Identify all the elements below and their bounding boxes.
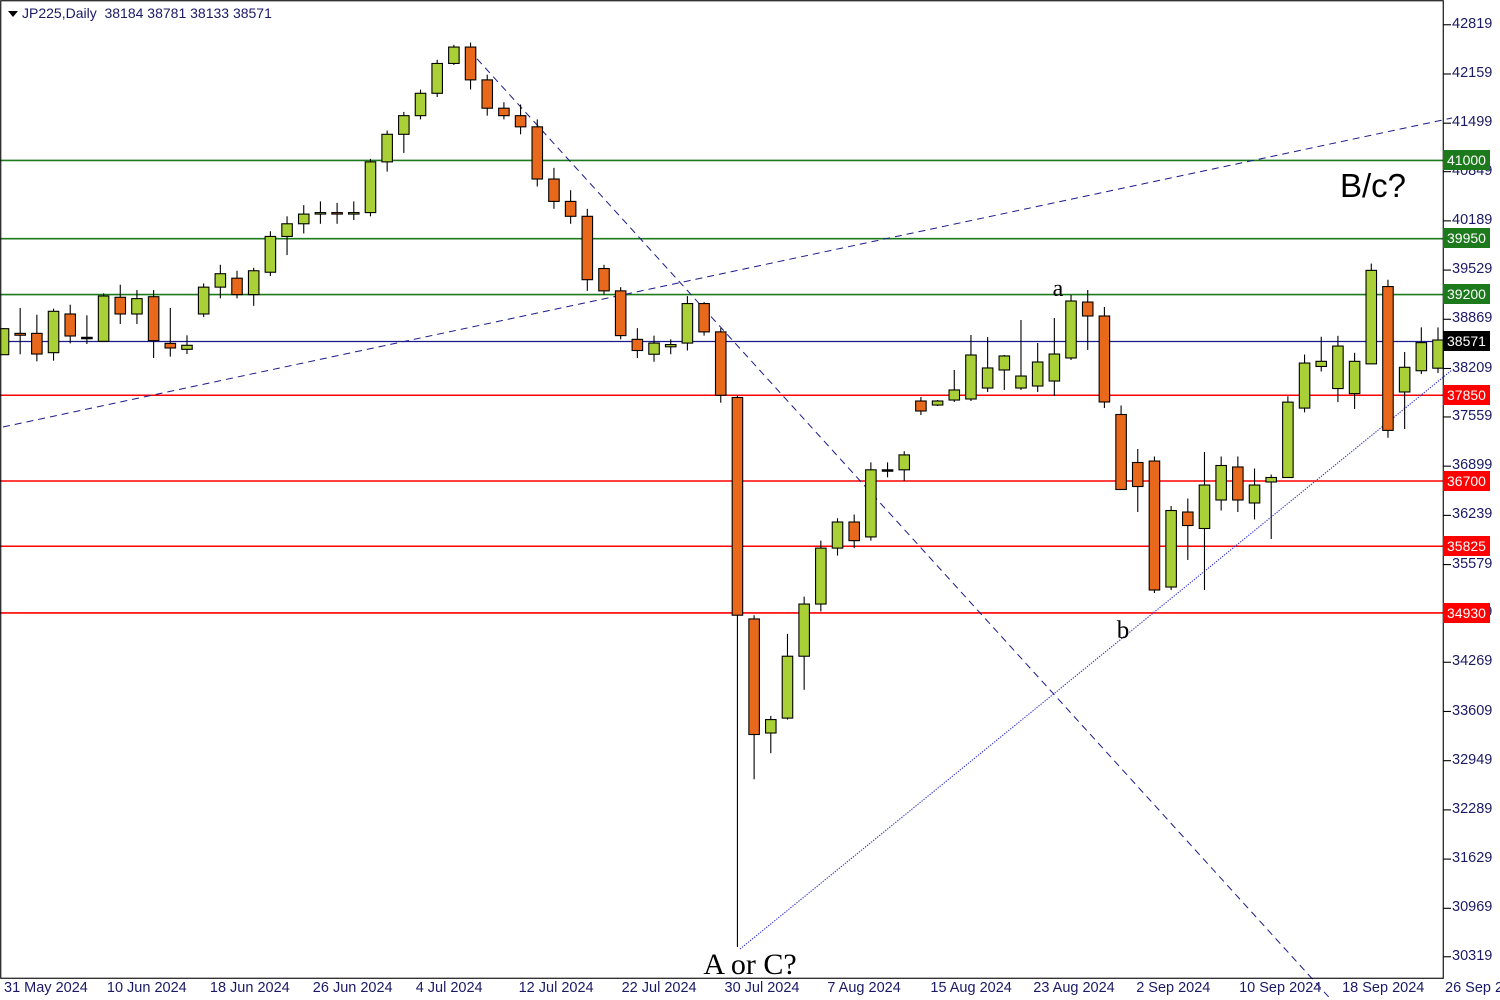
svg-text:A or C?: A or C? — [703, 948, 796, 981]
svg-text:B/c?: B/c? — [1340, 167, 1406, 204]
svg-text:b: b — [1117, 617, 1130, 644]
svg-text:a: a — [1053, 276, 1064, 302]
